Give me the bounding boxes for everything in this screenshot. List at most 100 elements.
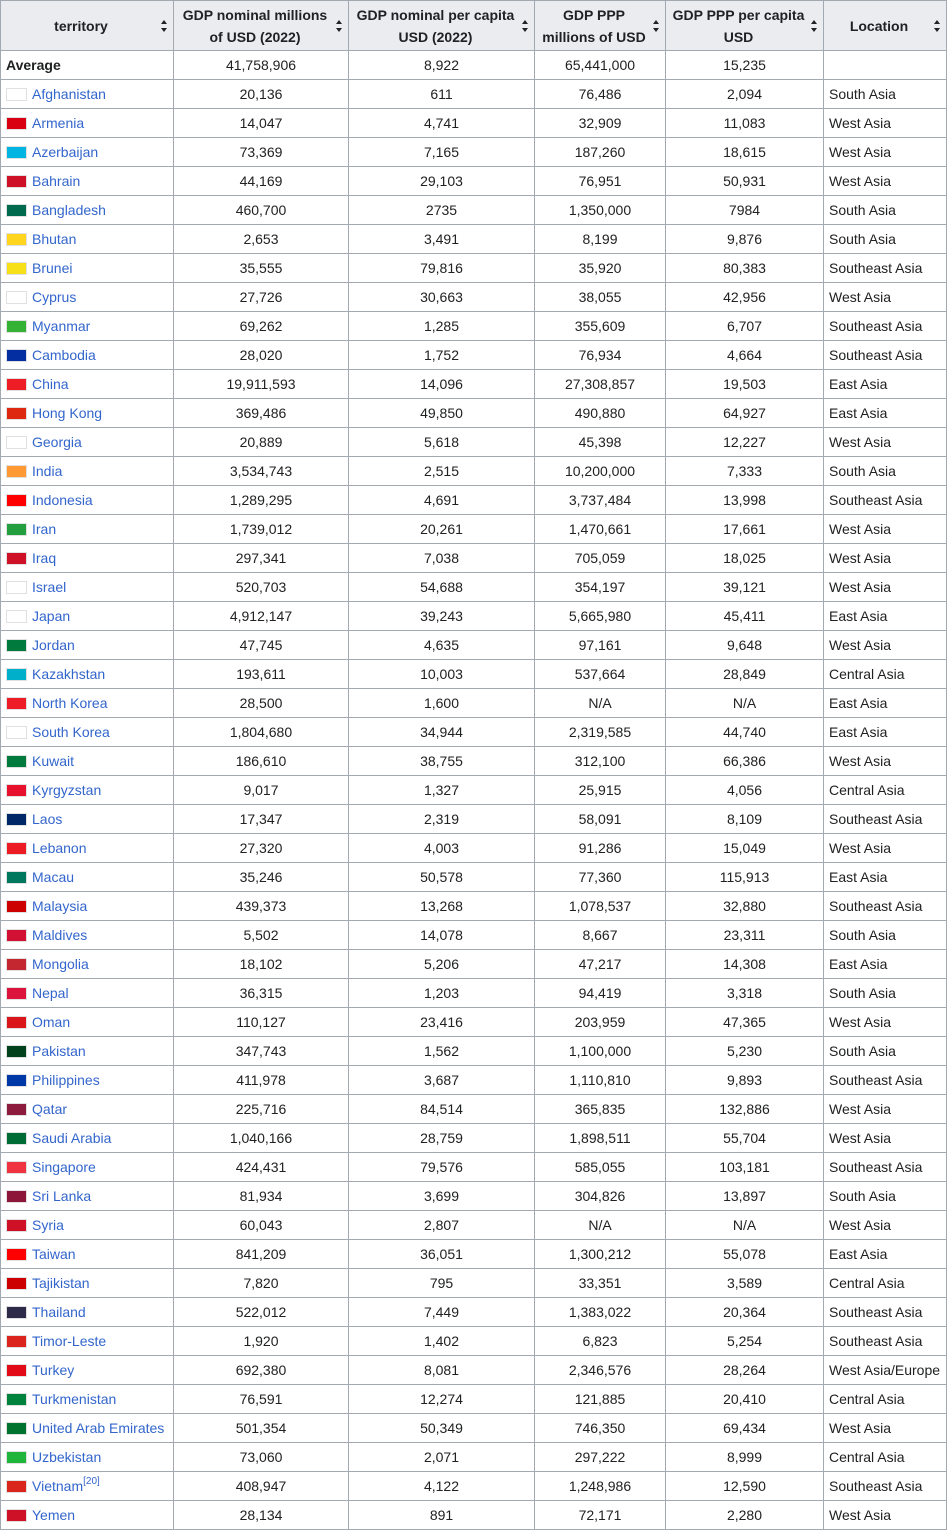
territory-link[interactable]: Nepal	[32, 985, 69, 1001]
territory-link[interactable]: Kyrgyzstan	[32, 782, 102, 798]
territory-link[interactable]: Armenia	[32, 115, 85, 131]
territory-link[interactable]: United Arab Emirates	[32, 1420, 165, 1436]
territory-link[interactable]: Georgia	[32, 434, 82, 450]
territory-link[interactable]: Bangladesh	[32, 202, 106, 218]
territory-link[interactable]: China	[32, 376, 69, 392]
table-row: Azerbaijan 73,369 7,165 187,260 18,615 West A…	[0, 137, 947, 167]
gdp-nominal-per-capita-cell: 795	[348, 1268, 535, 1298]
flag-icon	[6, 1421, 27, 1435]
territory-link[interactable]: Vietnam	[32, 1478, 84, 1494]
territory-link[interactable]: Timor-Leste	[32, 1333, 107, 1349]
territory-link[interactable]: Israel	[32, 579, 67, 595]
territory-link[interactable]: Thailand	[32, 1304, 86, 1320]
territory-link[interactable]: Laos	[32, 811, 63, 827]
territory-link[interactable]: Singapore	[32, 1159, 96, 1175]
territory-link[interactable]: South Korea	[32, 724, 110, 740]
column-header-gdp-ppp[interactable]: GDP PPP millions of USD	[534, 0, 666, 51]
location-cell: East Asia	[823, 688, 947, 718]
column-header-gdp-nominal[interactable]: GDP nominal millions of USD (2022)	[173, 0, 349, 51]
territory-link[interactable]: Macau	[32, 869, 75, 885]
sort-icon[interactable]	[934, 19, 941, 32]
territory-link[interactable]: Saudi Arabia	[32, 1130, 112, 1146]
citation-link[interactable]: [20]	[83, 1476, 100, 1488]
territory-link[interactable]: India	[32, 463, 63, 479]
territory-cell: Uzbekistan	[0, 1442, 174, 1472]
gdp-nominal-per-capita-cell: 3,687	[348, 1065, 535, 1095]
territory-link[interactable]: Bahrain	[32, 173, 81, 189]
column-header-location[interactable]: Location	[823, 0, 947, 51]
territory-link[interactable]: Sri Lanka	[32, 1188, 92, 1204]
territory-link[interactable]: North Korea	[32, 695, 108, 711]
gdp-nominal-per-capita-cell: 1,327	[348, 775, 535, 805]
territory-cell: Myanmar	[0, 311, 174, 341]
average-label: Average	[0, 50, 174, 80]
flag-icon	[6, 841, 27, 855]
territory-link[interactable]: Pakistan	[32, 1043, 86, 1059]
gdp-nominal-per-capita-cell: 1,600	[348, 688, 535, 718]
table-row: Hong Kong 369,486 49,850 490,880 64,927 East …	[0, 398, 947, 428]
location-cell: East Asia	[823, 717, 947, 747]
gdp-ppp-per-capita-cell: 44,740	[665, 717, 824, 747]
sort-icon[interactable]	[653, 19, 660, 32]
gdp-nominal-per-capita-cell: 4,691	[348, 485, 535, 515]
gdp-nominal-cell: 1,739,012	[173, 514, 349, 544]
territory-link[interactable]: Iran	[32, 521, 57, 537]
territory-link[interactable]: Afghanistan	[32, 86, 106, 102]
territory-cell: India	[0, 456, 174, 486]
territory-link[interactable]: Tajikistan	[32, 1275, 90, 1291]
territory-link[interactable]: Azerbaijan	[32, 144, 99, 160]
gdp-nominal-cell: 841,209	[173, 1239, 349, 1269]
territory-link[interactable]: Mongolia	[32, 956, 89, 972]
flag-icon	[6, 667, 27, 681]
territory-link[interactable]: Brunei	[32, 260, 73, 276]
territory-link[interactable]: Yemen	[32, 1507, 76, 1523]
gdp-ppp-per-capita-cell: 50,931	[665, 166, 824, 196]
sort-icon[interactable]	[161, 19, 168, 32]
sort-icon[interactable]	[336, 19, 343, 32]
gdp-nominal-cell: 18,102	[173, 949, 349, 979]
table-row: Turkey 692,380 8,081 2,346,576 28,264 West As…	[0, 1355, 947, 1385]
sort-icon[interactable]	[811, 19, 818, 32]
gdp-ppp-per-capita-cell: 6,707	[665, 311, 824, 341]
average-gdp-ppp-per-capita: 15,235	[665, 50, 824, 80]
territory-link[interactable]: Hong Kong	[32, 405, 103, 421]
column-header-territory[interactable]: territory	[0, 0, 174, 51]
territory-link[interactable]: Qatar	[32, 1101, 68, 1117]
table-row: Iraq 297,341 7,038 705,059 18,025 West Asia	[0, 543, 947, 573]
territory-link[interactable]: Myanmar	[32, 318, 91, 334]
territory-link[interactable]: Cambodia	[32, 347, 96, 363]
territory-link[interactable]: Bhutan	[32, 231, 77, 247]
territory-link[interactable]: Kuwait	[32, 753, 75, 769]
territory-link[interactable]: Jordan	[32, 637, 75, 653]
flag-icon	[6, 783, 27, 797]
table-row: Jordan 47,745 4,635 97,161 9,648 West Asia	[0, 630, 947, 660]
gdp-ppp-cell: 2,346,576	[534, 1355, 666, 1385]
territory-link[interactable]: Uzbekistan	[32, 1449, 102, 1465]
territory-link[interactable]: Iraq	[32, 550, 57, 566]
gdp-ppp-cell: 1,470,661	[534, 514, 666, 544]
territory-link[interactable]: Turkey	[32, 1362, 75, 1378]
territory-cell: Jordan	[0, 630, 174, 660]
territory-link[interactable]: Japan	[32, 608, 71, 624]
table-row: Kuwait 186,610 38,755 312,100 66,386 West Asi…	[0, 746, 947, 776]
territory-link[interactable]: Philippines	[32, 1072, 100, 1088]
territory-link[interactable]: Indonesia	[32, 492, 93, 508]
territory-link[interactable]: Syria	[32, 1217, 64, 1233]
territory-link[interactable]: Malaysia	[32, 898, 88, 914]
sort-icon[interactable]	[522, 19, 529, 32]
gdp-ppp-cell: 203,959	[534, 1007, 666, 1037]
gdp-nominal-cell: 81,934	[173, 1181, 349, 1211]
territory-link[interactable]: Taiwan	[32, 1246, 76, 1262]
gdp-nominal-per-capita-cell: 29,103	[348, 166, 535, 196]
gdp-ppp-cell: 312,100	[534, 746, 666, 776]
territory-link[interactable]: Lebanon	[32, 840, 87, 856]
territory-link[interactable]: Maldives	[32, 927, 88, 943]
column-header-gdp-nominal-per-capita[interactable]: GDP nominal per capita USD (2022)	[348, 0, 535, 51]
gdp-ppp-cell: 72,171	[534, 1500, 666, 1530]
territory-link[interactable]: Turkmenistan	[32, 1391, 117, 1407]
territory-link[interactable]: Oman	[32, 1014, 71, 1030]
territory-link[interactable]: Cyprus	[32, 289, 77, 305]
territory-link[interactable]: Kazakhstan	[32, 666, 106, 682]
column-header-gdp-ppp-per-capita[interactable]: GDP PPP per capita USD	[665, 0, 824, 51]
table-row: Israel 520,703 54,688 354,197 39,121 West Asi…	[0, 572, 947, 602]
